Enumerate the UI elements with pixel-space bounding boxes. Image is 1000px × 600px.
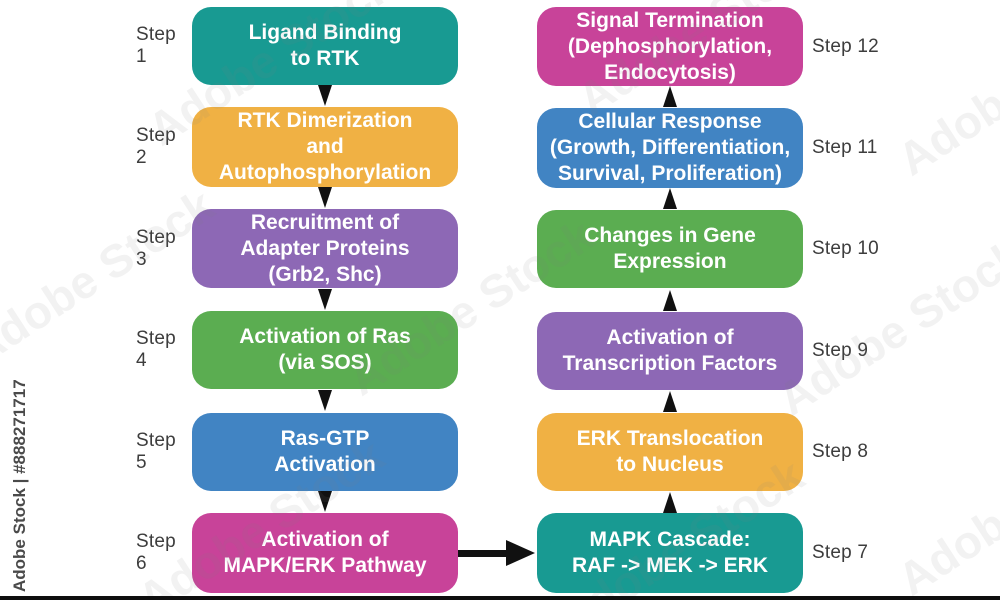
down-arrow-icon bbox=[318, 85, 332, 106]
step-8-text: ERK Translocation to Nucleus bbox=[576, 427, 764, 476]
step-2-text: RTK Dimerization and Autophosphorylation bbox=[218, 109, 432, 184]
bottom-border-bar bbox=[0, 596, 1000, 600]
up-arrow-icon bbox=[663, 86, 677, 107]
step-6-box: Activation of MAPK/ERK Pathway bbox=[192, 513, 458, 593]
down-arrow-icon bbox=[318, 390, 332, 411]
down-arrow-icon bbox=[318, 187, 332, 208]
step-1-text: Ligand Binding to RTK bbox=[248, 21, 402, 70]
step-12-label: Step 12 bbox=[812, 35, 879, 57]
step-3-label: Step 3 bbox=[136, 226, 176, 270]
stock-id-watermark: Adobe Stock | #888271717 bbox=[10, 379, 29, 592]
step-9-box: Activation of Transcription Factors bbox=[537, 312, 803, 390]
up-arrow-icon bbox=[663, 492, 677, 513]
step-11-text: Cellular Response (Growth, Differentiati… bbox=[549, 110, 791, 185]
step-4-label: Step 4 bbox=[136, 328, 176, 371]
step-11-box: Cellular Response (Growth, Differentiati… bbox=[537, 108, 803, 188]
step-3-text: Recruitment of Adapter Proteins (Grb2, S… bbox=[240, 210, 410, 286]
step-9-text: Activation of Transcription Factors bbox=[562, 326, 778, 375]
down-arrow-icon bbox=[318, 491, 332, 512]
step-7-text: MAPK Cascade: RAF -> MEK -> ERK bbox=[571, 528, 768, 577]
down-arrow-icon bbox=[318, 289, 332, 310]
right-arrow-stem bbox=[458, 550, 508, 557]
up-arrow-icon bbox=[663, 188, 677, 209]
watermark-text: Adobe Stock bbox=[888, 409, 1000, 600]
step-1-label: Step 1 bbox=[136, 24, 176, 67]
step-8-box: ERK Translocation to Nucleus bbox=[537, 413, 803, 491]
step-5-text: Ras-GTP Activation bbox=[274, 427, 376, 476]
step-4-box: Activation of Ras (via SOS) bbox=[192, 311, 458, 389]
step-7-box: MAPK Cascade: RAF -> MEK -> ERK bbox=[537, 513, 803, 593]
step-8-label: Step 8 bbox=[812, 441, 869, 462]
step-10-label: Step 10 bbox=[812, 238, 879, 259]
watermark-text: Adobe Stock bbox=[888, 0, 1000, 186]
step-4-text: Activation of Ras (via SOS) bbox=[239, 325, 411, 374]
step-2-box: RTK Dimerization and Autophosphorylation bbox=[192, 107, 458, 187]
step-3-box: Recruitment of Adapter Proteins (Grb2, S… bbox=[192, 209, 458, 288]
up-arrow-icon bbox=[663, 290, 677, 311]
step-5-box: Ras-GTP Activation bbox=[192, 413, 458, 491]
step-10-box: Changes in Gene Expression bbox=[537, 210, 803, 288]
step-10-text: Changes in Gene Expression bbox=[584, 224, 756, 273]
step-11-label: Step 11 bbox=[812, 137, 878, 158]
step-7-label: Step 7 bbox=[812, 542, 869, 563]
step-9-label: Step 9 bbox=[812, 340, 869, 361]
step-2-label: Step 2 bbox=[136, 125, 176, 168]
step-6-text: Activation of MAPK/ERK Pathway bbox=[223, 528, 427, 577]
step-12-text: Signal Termination (Dephosphorylation, E… bbox=[567, 8, 773, 84]
step-1-box: Ligand Binding to RTK bbox=[192, 7, 458, 85]
step-6-label: Step 6 bbox=[136, 531, 176, 574]
right-arrow-icon bbox=[506, 540, 535, 566]
step-12-box: Signal Termination (Dephosphorylation, E… bbox=[537, 7, 803, 86]
step-5-label: Step 5 bbox=[136, 430, 176, 473]
up-arrow-icon bbox=[663, 391, 677, 412]
